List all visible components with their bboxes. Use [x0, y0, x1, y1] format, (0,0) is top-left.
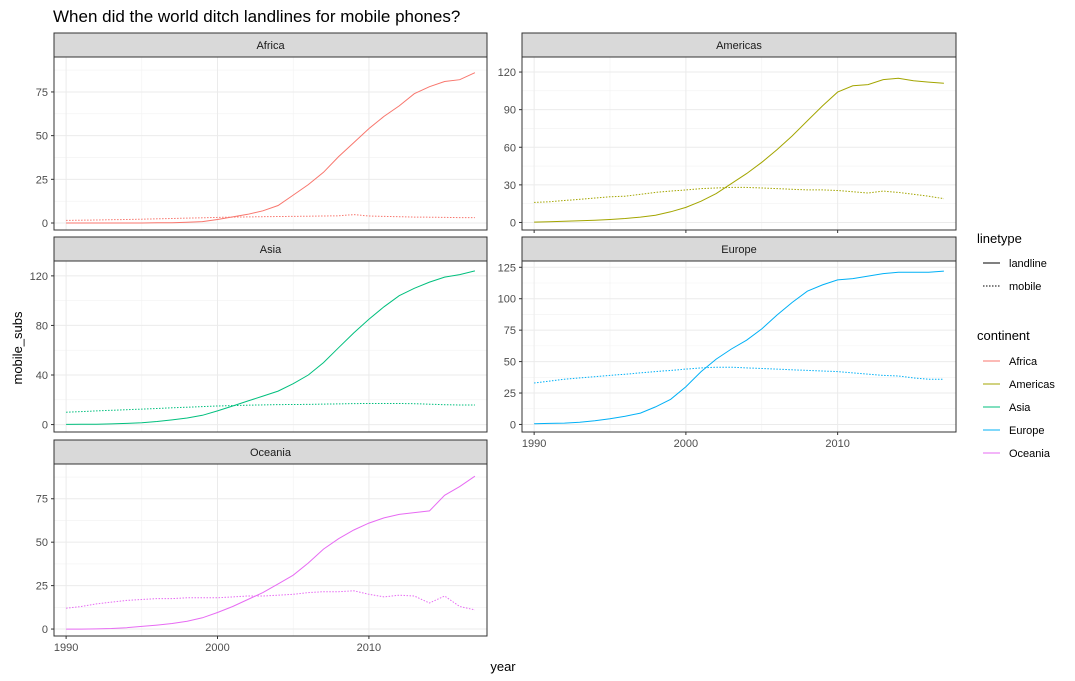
x-tick-label: 2000	[205, 642, 229, 654]
panel-background	[522, 57, 956, 230]
facet-strip	[53, 236, 488, 262]
panel-background	[54, 57, 487, 230]
facet-panels: Africa 0 25 50 75 Americas 0 30 60 90 120 1990 2000 2…	[30, 32, 957, 654]
y-tick-label: 120	[30, 271, 48, 283]
x-tick-label: 2000	[674, 438, 698, 450]
series-line-asia-landline	[66, 270, 476, 425]
y-tick-label: 75	[504, 325, 516, 337]
legend: linetype landline mobile continent Africa Ame…	[977, 231, 1055, 460]
y-tick-label: 0	[510, 419, 516, 431]
facet-asia: Asia 0 40 80 120	[30, 236, 488, 433]
facet-strip	[521, 32, 957, 58]
legend-label-landline: landline	[1009, 258, 1047, 270]
y-tick-label: 0	[42, 624, 48, 636]
legend-title-linetype: linetype	[977, 231, 1022, 246]
y-axis-title: mobile_subs	[10, 311, 25, 384]
panel-background	[522, 261, 956, 432]
x-tick-label: 2010	[825, 438, 849, 450]
y-tick-label: 0	[510, 217, 516, 229]
legend-title-continent: continent	[977, 328, 1030, 343]
facet-oceania: Oceania 0 25 50 75 1990 2000 2010	[36, 439, 488, 654]
series-line-oceania-mobile	[66, 590, 476, 611]
series-line-africa-landline	[66, 72, 476, 224]
y-tick-label: 30	[504, 180, 516, 192]
y-tick-label: 40	[36, 370, 48, 382]
series-line-asia-mobile	[66, 403, 475, 413]
y-tick-label: 80	[36, 320, 48, 332]
y-tick-label: 25	[36, 174, 48, 186]
legend-label-americas: Americas	[1009, 379, 1055, 391]
facet-europe: Europe 0 25 50 75 100 125 1990 2000 2010	[498, 236, 957, 450]
y-tick-label: 75	[36, 494, 48, 506]
panel-background	[54, 464, 487, 636]
y-tick-label: 120	[498, 67, 516, 79]
series-line-europe-mobile	[534, 366, 944, 384]
y-tick-label: 100	[498, 294, 516, 306]
y-tick-label: 50	[36, 537, 48, 549]
x-tick-label: 2010	[357, 642, 381, 654]
y-tick-label: 50	[504, 357, 516, 369]
facet-strip-label: Asia	[260, 244, 282, 256]
facet-strip-label: Oceania	[250, 447, 292, 459]
facet-africa: Africa 0 25 50 75	[36, 32, 488, 231]
y-tick-label: 25	[36, 581, 48, 593]
y-tick-label: 0	[42, 420, 48, 432]
facet-strip	[53, 32, 488, 58]
y-tick-label: 25	[504, 388, 516, 400]
legend-label-africa: Africa	[1009, 356, 1038, 368]
chart-title: When did the world ditch landlines for m…	[53, 7, 460, 26]
y-tick-label: 50	[36, 131, 48, 143]
facet-strip-label: Americas	[716, 40, 762, 52]
y-tick-label: 90	[504, 105, 516, 117]
series-line-americas-mobile	[534, 186, 944, 203]
x-tick-label: 1990	[522, 438, 546, 450]
legend-label-asia: Asia	[1009, 402, 1031, 414]
facet-strip	[521, 236, 957, 262]
y-tick-label: 60	[504, 142, 516, 154]
series-line-africa-mobile	[66, 214, 475, 221]
facet-strip-label: Europe	[721, 244, 756, 256]
y-tick-label: 0	[42, 218, 48, 230]
legend-label-mobile: mobile	[1009, 281, 1041, 293]
panel-background	[54, 261, 487, 432]
x-tick-label: 1990	[54, 642, 78, 654]
series-line-europe-landline	[534, 270, 944, 425]
legend-label-europe: Europe	[1009, 425, 1044, 437]
x-axis-title: year	[490, 659, 516, 674]
y-tick-label: 75	[36, 87, 48, 99]
facet-americas: Americas0306090120199020002010	[498, 32, 957, 248]
y-tick-label: 125	[498, 262, 516, 274]
facet-strip-label: Africa	[256, 40, 285, 52]
legend-label-oceania: Oceania	[1009, 448, 1051, 460]
facet-strip	[53, 439, 488, 465]
series-line-americas-landline	[534, 77, 944, 223]
series-line-oceania-landline	[66, 475, 476, 630]
